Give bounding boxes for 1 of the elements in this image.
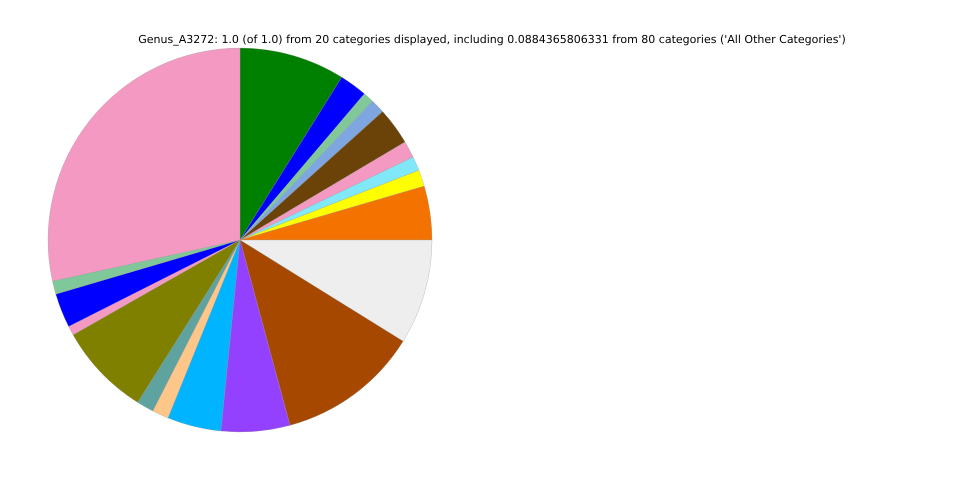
text: Genus_A3272: 1.0 (of 1.0) from 20 categories displayed, including 0.0884365806331 from 80 categories ('All Other Categories') xyxy=(138,33,846,46)
